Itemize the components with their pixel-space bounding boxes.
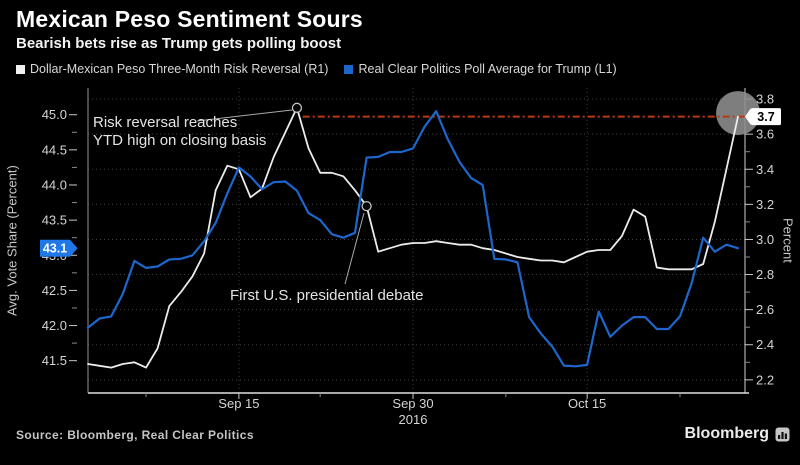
legend-swatch-white [16, 64, 25, 74]
right-axis-tick-label: 3.4 [756, 162, 774, 177]
highlight-circle [716, 91, 761, 136]
x-axis-tick-label: Oct 15 [568, 396, 606, 411]
event-marker [291, 102, 303, 113]
last-value-tag-right-arrow [745, 108, 751, 126]
left-axis-tick-label: 42.0 [42, 318, 67, 333]
right-axis-tick-label: 2.6 [756, 302, 774, 317]
last-value-tag-right [751, 108, 781, 126]
last-value-tag-left-text: 43.1 [43, 242, 67, 256]
left-axis-tick-label: 42.5 [42, 283, 67, 298]
page-subtitle: Bearish bets rise as Trump gets polling … [16, 35, 342, 52]
left-axis-tick-label: 41.5 [42, 353, 67, 368]
left-axis-tick-label: 44.5 [42, 142, 67, 157]
bar-chart-icon [775, 427, 790, 441]
x-axis-tick-label: Sep 15 [218, 396, 259, 411]
right-axis-tick-label: 3.8 [756, 92, 774, 107]
bloomberg-logo: Bloomberg [685, 425, 790, 443]
right-axis-tick-label: 2.4 [756, 337, 774, 352]
series-line-risk-reversal [87, 106, 739, 369]
left-axis-tick-label: 43.5 [42, 213, 67, 228]
right-axis-tick-label: 3.2 [756, 197, 774, 212]
source-attribution: Source: Bloomberg, Real Clear Politics [16, 428, 254, 442]
legend-swatch-blue [344, 64, 354, 74]
page-title: Mexican Peso Sentiment Sours [16, 6, 363, 32]
annotation-line: Risk reversal reaches [93, 114, 238, 131]
legend: Dollar-Mexican Peso Three-Month Risk Rev… [16, 62, 617, 76]
series-line-poll-average [86, 110, 740, 368]
right-axis-tick-label: 2.2 [756, 372, 774, 387]
right-axis-tick-label: 3.0 [756, 232, 774, 247]
legend-label: Real Clear Politics Poll Average for Tru… [358, 62, 617, 76]
legend-label: Dollar-Mexican Peso Three-Month Risk Rev… [30, 62, 329, 76]
left-axis-tick-label: 44.0 [42, 177, 67, 192]
annotation-line: YTD high on closing basis [93, 132, 267, 149]
legend-item-poll-average: Real Clear Politics Poll Average for Tru… [344, 62, 617, 76]
left-axis-tick-label: 45.0 [42, 107, 67, 122]
last-value-tag-right-text: 3.7 [757, 110, 774, 124]
legend-item-risk-reversal: Dollar-Mexican Peso Three-Month Risk Rev… [16, 62, 328, 76]
right-axis-tick-label: 2.8 [756, 267, 774, 282]
x-axis-year-label: 2016 [399, 412, 428, 427]
right-axis-tick-label: 3.6 [756, 127, 774, 142]
annotation-pointer-line [196, 109, 293, 122]
last-value-tag-left [40, 239, 70, 257]
event-marker [361, 200, 372, 212]
right-axis-title: Percent [780, 218, 796, 263]
annotation-pointer-line [344, 212, 365, 285]
x-axis-tick-label: Sep 30 [392, 396, 433, 411]
annotation-first-debate: First U.S. presidential debate [230, 287, 423, 305]
annotation-line: First U.S. presidential debate [230, 287, 424, 304]
annotation-ytd-high: Risk reversal reaches YTD high on closin… [93, 114, 266, 150]
last-value-tag-left-arrow [70, 239, 78, 257]
bloomberg-wordmark: Bloomberg [684, 425, 769, 442]
